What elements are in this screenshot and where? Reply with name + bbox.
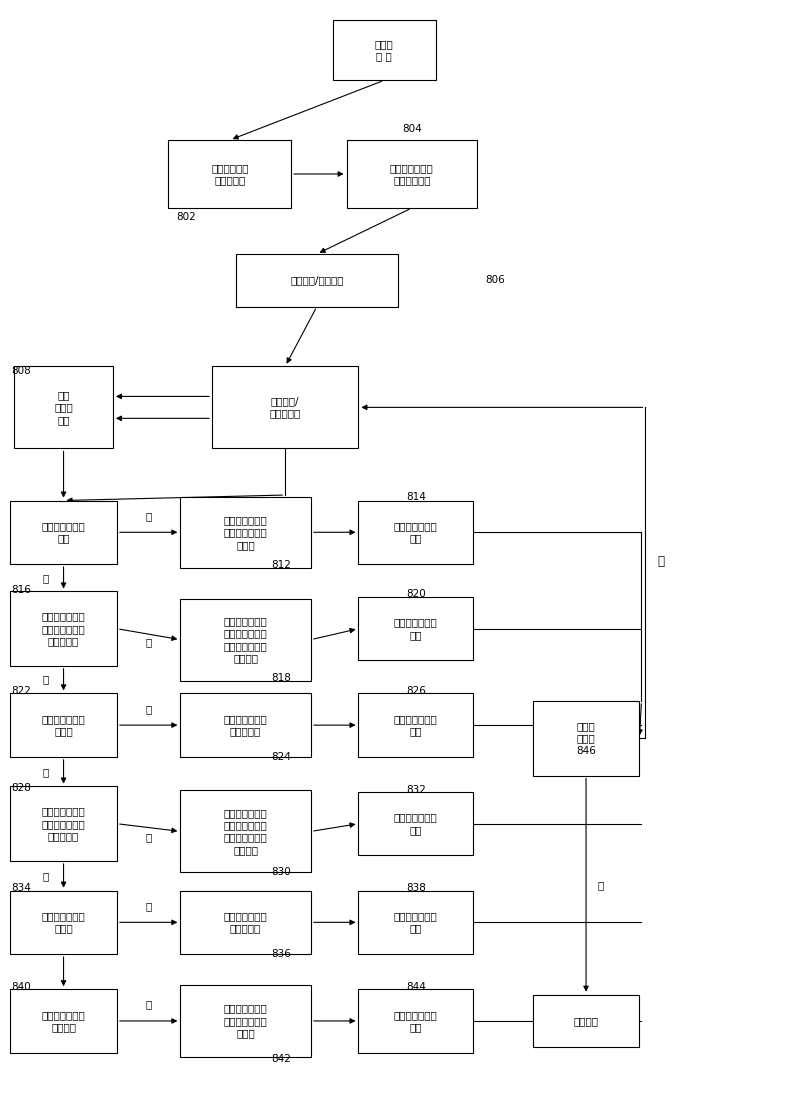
Text: 发送计算结果到
设备: 发送计算结果到 设备: [394, 521, 438, 543]
Text: 否: 否: [43, 573, 50, 583]
FancyBboxPatch shape: [358, 989, 474, 1053]
Text: 840: 840: [12, 981, 31, 992]
Text: 否: 否: [43, 871, 50, 881]
Text: 834: 834: [12, 883, 31, 893]
Text: 812: 812: [271, 560, 291, 570]
Text: 计算在从高拉力
周期到低拉力周
期中下一动作见
压力大小: 计算在从高拉力 周期到低拉力周 期中下一动作见 压力大小: [224, 808, 267, 854]
Text: 804: 804: [402, 124, 422, 134]
Text: 814: 814: [406, 492, 426, 502]
Text: 计算机计算减
压拉力大小: 计算机计算减 压拉力大小: [211, 162, 249, 185]
FancyBboxPatch shape: [358, 693, 474, 757]
Text: 否: 否: [658, 555, 665, 569]
FancyBboxPatch shape: [346, 140, 477, 208]
Text: 计算机计算减压
治疗周期长度: 计算机计算减压 治疗周期长度: [390, 162, 434, 185]
Text: 824: 824: [271, 752, 291, 762]
Text: 816: 816: [12, 585, 31, 595]
Text: 发送计算结果到
设备: 发送计算结果到 设备: [394, 911, 438, 934]
Text: 是: 是: [146, 901, 152, 911]
Text: 程序是否在低拉
力周期: 程序是否在低拉 力周期: [42, 911, 86, 934]
Text: 否: 否: [43, 766, 50, 777]
FancyBboxPatch shape: [14, 367, 113, 448]
Text: 否: 否: [43, 675, 50, 684]
Text: 程序是否在由高
拉力周期向低拉
力周期转换: 程序是否在由高 拉力周期向低拉 力周期转换: [42, 806, 86, 841]
FancyBboxPatch shape: [358, 891, 474, 954]
Text: 是: 是: [146, 999, 152, 1009]
FancyBboxPatch shape: [180, 497, 311, 567]
FancyBboxPatch shape: [533, 701, 639, 775]
Text: 828: 828: [12, 783, 31, 793]
FancyBboxPatch shape: [180, 891, 311, 954]
FancyBboxPatch shape: [333, 20, 436, 81]
Text: 822: 822: [12, 687, 31, 697]
Text: 计算高拉力周期
减压力大小: 计算高拉力周期 减压力大小: [224, 714, 267, 736]
Text: 程序是否在拉力
下降通道: 程序是否在拉力 下降通道: [42, 1010, 86, 1032]
Text: 842: 842: [271, 1054, 291, 1064]
FancyBboxPatch shape: [10, 500, 117, 564]
Text: 838: 838: [406, 883, 426, 893]
Text: 程序结束: 程序结束: [574, 1016, 598, 1026]
Text: 是: 是: [146, 637, 152, 647]
FancyBboxPatch shape: [533, 995, 639, 1048]
Text: 程序是否在上升
通道: 程序是否在上升 通道: [42, 521, 86, 543]
Text: 计算上升周期中
下一动作减压力
的大小: 计算上升周期中 下一动作减压力 的大小: [224, 514, 267, 550]
Text: 计算下降周期中
下一动作减压力
的大小: 计算下降周期中 下一动作减压力 的大小: [224, 1004, 267, 1039]
Text: 测量
传感器
反馈: 测量 传感器 反馈: [54, 390, 73, 425]
Text: 818: 818: [271, 673, 291, 683]
Text: 806: 806: [485, 275, 505, 285]
Text: 820: 820: [406, 588, 426, 598]
FancyBboxPatch shape: [10, 786, 117, 861]
FancyBboxPatch shape: [180, 986, 311, 1057]
FancyBboxPatch shape: [169, 140, 291, 208]
Text: 程序是否在由低
拉力周期向高拉
力周期转换: 程序是否在由低 拉力周期向高拉 力周期转换: [42, 612, 86, 646]
Text: 808: 808: [12, 367, 31, 376]
Text: 发送计算结果到
设备: 发送计算结果到 设备: [394, 813, 438, 835]
Text: 发送计算结果到
设备: 发送计算结果到 设备: [394, 617, 438, 640]
FancyBboxPatch shape: [180, 790, 311, 872]
Text: 836: 836: [271, 949, 291, 959]
Text: 治疗开始/机器启动: 治疗开始/机器启动: [290, 275, 344, 285]
Text: 是: 是: [146, 832, 152, 842]
Text: 发送计算结果到
设备: 发送计算结果到 设备: [394, 714, 438, 736]
Text: 计算低拉力周期
减压力大小: 计算低拉力周期 减压力大小: [224, 911, 267, 934]
Text: 844: 844: [406, 981, 426, 992]
Text: 计算在从低拉力
周期到高拉力周
期中下一动作见
压力大小: 计算在从低拉力 周期到高拉力周 期中下一动作见 压力大小: [224, 616, 267, 664]
FancyBboxPatch shape: [10, 989, 117, 1053]
Text: 832: 832: [406, 785, 426, 795]
Text: 830: 830: [271, 867, 291, 877]
Text: 826: 826: [406, 687, 426, 697]
Text: 是: 是: [146, 511, 152, 521]
FancyBboxPatch shape: [236, 254, 398, 307]
Text: 程序是
否结束
846: 程序是 否结束 846: [576, 721, 596, 755]
FancyBboxPatch shape: [212, 367, 358, 448]
FancyBboxPatch shape: [180, 598, 311, 681]
FancyBboxPatch shape: [358, 500, 474, 564]
FancyBboxPatch shape: [10, 891, 117, 954]
Text: 是: 是: [597, 880, 603, 890]
FancyBboxPatch shape: [358, 597, 474, 660]
FancyBboxPatch shape: [10, 693, 117, 757]
FancyBboxPatch shape: [180, 693, 311, 757]
FancyBboxPatch shape: [358, 792, 474, 856]
Text: 发送计算结果到
设备: 发送计算结果到 设备: [394, 1010, 438, 1032]
FancyBboxPatch shape: [10, 592, 117, 666]
Text: 治疗设备/
中心计算机: 治疗设备/ 中心计算机: [270, 396, 301, 418]
Text: 进入主
程 序: 进入主 程 序: [374, 39, 394, 62]
Text: 802: 802: [176, 212, 196, 222]
Text: 是: 是: [146, 703, 152, 713]
Text: 程序是否在高拉
力周期: 程序是否在高拉 力周期: [42, 714, 86, 736]
